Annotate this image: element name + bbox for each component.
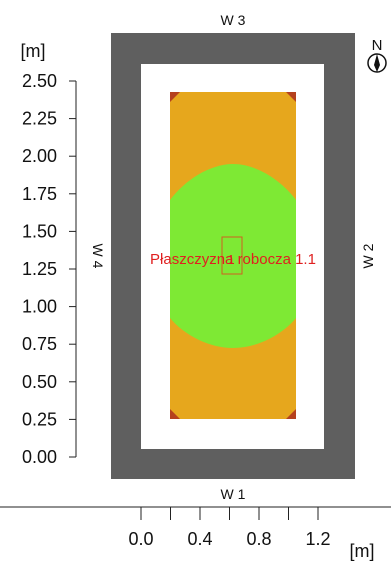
- illuminance-zone-green: [170, 164, 296, 348]
- y-axis-tick-label: 2.00: [22, 146, 57, 166]
- wall-label-right: W 2: [360, 243, 376, 268]
- compass-icon: [367, 53, 387, 73]
- x-axis-tick-label: 1.2: [305, 529, 330, 549]
- corner-mark-top-left: [170, 92, 180, 102]
- corner-mark-bottom-right: [286, 409, 296, 419]
- wall-label-bottom: W 1: [221, 486, 246, 502]
- corner-mark-bottom-left: [170, 409, 180, 419]
- corner-mark-top-right: [286, 92, 296, 102]
- north-label: N: [372, 37, 383, 54]
- x-axis-tick-label: 0.0: [128, 529, 153, 549]
- y-axis-unit: [m]: [21, 41, 46, 61]
- y-axis-tick-label: 2.25: [22, 109, 57, 129]
- wall-label-top: W 3: [221, 12, 246, 28]
- y-axis-tick-label: 2.50: [22, 71, 57, 91]
- wall-label-left: W 4: [90, 244, 106, 269]
- y-axis-tick-label: 0.50: [22, 372, 57, 392]
- x-axis-tick-label: 0.4: [187, 529, 212, 549]
- y-axis-tick-label: 1.00: [22, 297, 57, 317]
- y-axis-tick-label: 1.50: [22, 221, 57, 241]
- y-axis-tick-label: 0.00: [22, 447, 57, 467]
- y-axis-tick-label: 0.75: [22, 334, 57, 354]
- work-plane-marker: [221, 236, 243, 275]
- work-plane-label: Płaszczyzna robocza 1.1: [150, 251, 316, 268]
- x-axis-unit: [m]: [350, 541, 375, 561]
- work-plane-marker-number: 1: [227, 252, 234, 267]
- y-axis-tick-label: 1.25: [22, 259, 57, 279]
- x-axis-tick-label: 0.8: [246, 529, 271, 549]
- y-axis-tick-label: 1.75: [22, 184, 57, 204]
- y-axis-tick-label: 0.25: [22, 409, 57, 429]
